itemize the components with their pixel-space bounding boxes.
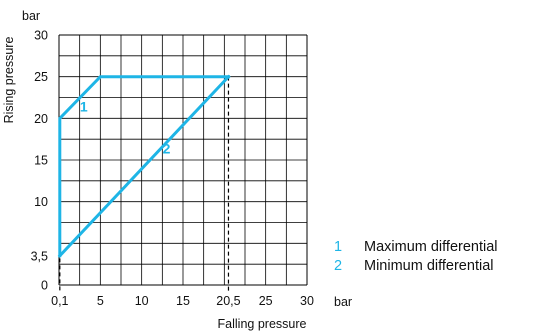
x-tick-label: 30 bbox=[300, 294, 314, 308]
y-tick-label: 20 bbox=[34, 112, 48, 126]
y-axis-title: Rising pressure bbox=[2, 37, 16, 124]
x-unit-label: bar bbox=[334, 295, 352, 309]
series-layer: 12 bbox=[57, 74, 231, 258]
y-tick-label: 3,5 bbox=[31, 249, 48, 263]
curve-label-2: 2 bbox=[163, 140, 171, 156]
x-tick-label: 25 bbox=[259, 294, 273, 308]
tick-labels: 0,1 5 10 15 20,5 25 30 0 3,5 10 15 20 25 30 bbox=[31, 29, 314, 309]
y-tick-label: 0 bbox=[41, 279, 48, 293]
series-line-1 bbox=[58, 75, 230, 258]
curve-label-1: 1 bbox=[80, 99, 88, 115]
y-tick-label: 10 bbox=[34, 195, 48, 209]
x-tick-label: 20,5 bbox=[216, 294, 240, 308]
x-tick-label: 15 bbox=[176, 294, 190, 308]
y-unit-label: bar bbox=[22, 9, 40, 23]
x-tick-label: 0,1 bbox=[51, 294, 68, 308]
y-tick-label: 30 bbox=[34, 29, 48, 43]
grid bbox=[58, 34, 308, 286]
y-tick-label: 25 bbox=[34, 70, 48, 84]
legend-text: Maximum differential bbox=[364, 238, 498, 255]
y-tick-label: 15 bbox=[34, 154, 48, 168]
legend-text: Minimum differential bbox=[364, 257, 494, 274]
series-line-2 bbox=[57, 74, 231, 258]
legend-item-min: 2 Minimum differential bbox=[332, 256, 498, 275]
x-tick-label: 10 bbox=[135, 294, 149, 308]
x-tick-label: 5 bbox=[97, 294, 104, 308]
legend: 1 Maximum differential 2 Minimum differe… bbox=[332, 237, 498, 275]
x-axis-title: Falling pressure bbox=[218, 317, 307, 331]
legend-item-max: 1 Maximum differential bbox=[332, 237, 498, 256]
legend-number: 1 bbox=[334, 238, 343, 255]
legend-number: 2 bbox=[334, 257, 343, 274]
